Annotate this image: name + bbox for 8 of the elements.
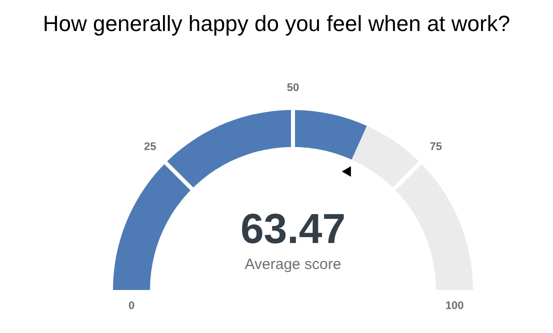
chart-title: How generally happy do you feel when at work? <box>42 11 510 36</box>
text: 75 <box>430 141 442 154</box>
text: 100 <box>445 300 464 312</box>
text: 0 <box>128 300 135 312</box>
text: 50 <box>286 82 300 94</box>
text: 25 <box>144 141 156 154</box>
text: Average score <box>244 256 342 273</box>
data-label: 63.47 <box>240 205 346 252</box>
